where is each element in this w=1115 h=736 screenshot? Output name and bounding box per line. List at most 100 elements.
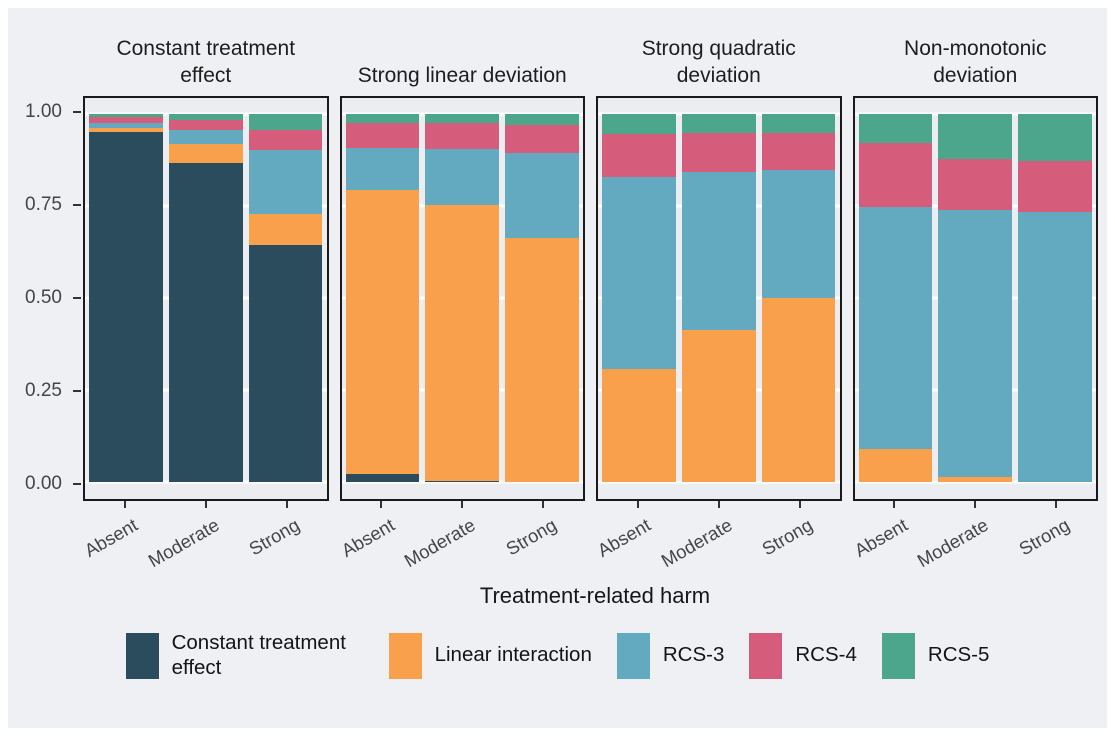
y-tick-mark [73,483,81,485]
bar-segment-absent-rcs-3 [345,147,420,190]
bar-segment-absent-rcs-5 [858,114,933,144]
gridline [85,112,327,116]
x-tick-mark [1055,501,1058,508]
chart-grid: 1.00 0.75 0.50 0.25 0.00 Constant treatment e… [8,16,1098,575]
bars-3 [855,114,1097,482]
bar-segment-absent-rcs-3 [602,176,676,369]
x-tick-mark [542,501,545,508]
bars-1 [342,114,584,482]
bar-moderate [681,114,756,482]
facet-title-text-3: Non-monotonic deviation [904,37,1047,87]
bar-segment-moderate-rcs-5 [938,114,1013,159]
bar-segment-absent-rcs-4 [89,116,163,123]
legend-swatch-rcs-5 [881,632,915,679]
facet-title-text-2: Strong quadratic deviation [641,37,796,87]
bar-segment-strong-rcs-3 [248,150,323,214]
x-tick-mark [636,501,639,508]
bar-segment-moderate-rcs-4 [168,119,243,130]
x-tick-label: Strong [245,514,304,560]
y-tick-label: 0.25 [25,380,62,401]
bar-absent [345,114,420,482]
bar-segment-strong-rcs-4 [248,129,323,151]
y-tick-label: 1.00 [25,101,62,122]
legend-swatch-rcs-4 [749,632,783,679]
x-tick-mark [380,501,383,508]
facet-title-1: Strong linear deviation [340,16,586,96]
bars-0 [85,114,327,482]
bar-absent [89,114,163,482]
bar-absent [858,114,933,482]
legend-label-constant-treatment-effect: Constant treatment effect [171,631,346,679]
bar-segment-strong-rcs-3 [505,152,579,239]
bar-segment-moderate-constant-treatment-effect [168,162,243,482]
bars-2 [598,114,840,482]
x-tick-mark [893,501,896,508]
bar-segment-strong-rcs-4 [505,125,579,153]
gridline [854,112,1096,116]
panel-1 [339,96,585,501]
gridline [598,112,840,116]
bar-segment-moderate-linear-interaction [168,143,243,163]
bar-segment-moderate-rcs-3 [938,209,1013,478]
x-tick-label: Moderate [913,514,992,572]
bar-segment-moderate-linear-interaction [681,329,756,482]
legend-label-rcs-5: RCS-5 [927,643,990,667]
bar-moderate [938,114,1013,482]
bar-segment-absent-rcs-3 [858,207,933,449]
facet-title-2: Strong quadratic deviation [596,16,842,96]
legend-item-rcs-3: RCS-3 [616,632,725,679]
bar-segment-absent-rcs-5 [345,114,420,124]
bar-strong [248,114,323,482]
gridline [341,480,583,484]
legend-label-linear-interaction: Linear interaction [434,643,592,667]
x-tick-label: Strong [1015,514,1073,560]
bar-segment-absent-constant-treatment-effect [89,131,163,482]
bar-segment-moderate-rcs-4 [938,158,1013,210]
facet-title-text-1: Strong linear deviation [357,63,567,87]
legend-item-rcs-5: RCS-5 [881,632,990,679]
bar-segment-absent-rcs-3 [89,122,163,128]
bar-strong [761,114,836,482]
y-tick-mark [73,297,81,299]
legend-item-rcs-4: RCS-4 [749,632,857,679]
x-tick-mark [204,501,207,508]
x-tick-mark [974,501,977,508]
facet-title-0: Constant treatment effect [83,16,329,96]
bar-segment-moderate-rcs-5 [681,114,756,134]
x-axis-cell-0: Absent Moderate Strong [81,501,329,575]
x-axis-title: Treatment-related harm [479,583,711,608]
bar-segment-absent-linear-interaction [89,127,163,132]
legend-label-rcs-3: RCS-3 [662,643,725,667]
bar-segment-moderate-constant-treatment-effect [425,480,500,482]
legend-swatch-constant-treatment-effect [125,632,159,679]
bar-segment-strong-linear-interaction [761,297,836,482]
bar-segment-moderate-rcs-4 [681,133,756,173]
panel-2 [596,96,842,501]
bar-segment-strong-rcs-5 [505,114,579,126]
y-tick-label: 0.75 [25,194,62,215]
panel-0 [83,96,329,501]
x-tick-mark [798,501,801,508]
x-axis-cell-3: Absent Moderate Strong [850,501,1099,575]
x-tick-label: Moderate [144,514,223,572]
x-tick-label: Absent [850,514,911,561]
bar-segment-strong-rcs-4 [761,133,836,170]
gridline [854,480,1096,484]
bar-segment-strong-linear-interaction [248,213,323,246]
bar-segment-absent-rcs-4 [345,123,420,148]
bar-segment-absent-rcs-5 [602,114,676,135]
bar-segment-absent-rcs-4 [602,134,676,177]
chart-figure: 1.00 0.75 0.50 0.25 0.00 Constant treatment e… [8,8,1107,728]
x-tick-label: Absent [593,514,655,561]
bar-segment-moderate-rcs-4 [425,123,500,150]
bar-moderate [425,114,500,482]
x-tick-mark [717,501,720,508]
legend-swatch-rcs-3 [616,632,650,679]
x-tick-label: Moderate [400,514,479,572]
bar-moderate [168,114,243,482]
x-tick-mark [461,501,464,508]
legend-swatch-linear-interaction [388,632,422,679]
y-tick-label: 0.00 [25,473,62,494]
panel-3 [852,96,1098,501]
